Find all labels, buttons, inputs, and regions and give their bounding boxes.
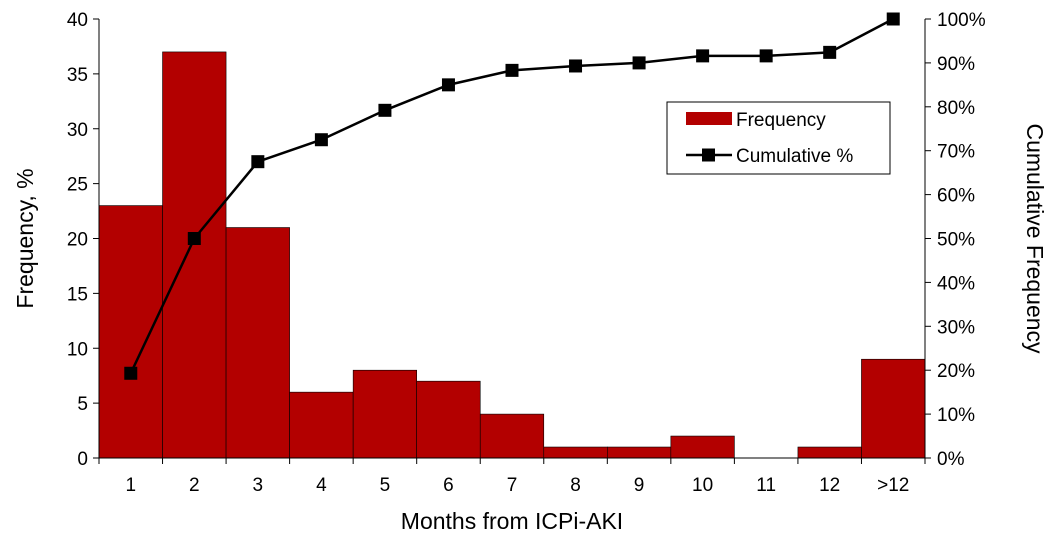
x-axis-title: Months from ICPi-AKI [401,508,623,534]
y2-tick-label-3: 30% [937,317,975,338]
cumulative-point-3 [251,155,265,169]
y-tick-label-2: 10 [67,339,88,360]
bar-6 [416,380,481,459]
y2-tick-label-10: 100% [937,10,986,31]
y2-tick-label-6: 60% [937,186,975,207]
y2-axis-title: Cumulative Frequency [1022,123,1048,354]
y2-tick-label-1: 10% [937,405,975,426]
y2-tick-label-7: 70% [937,142,975,163]
cumulative-point-11 [759,49,773,63]
y-tick-label-8: 40 [67,10,88,31]
y-axis-title: Frequency, % [12,168,38,308]
x-tick-label-2: 2 [189,475,200,496]
legend-swatch-frequency [686,112,732,125]
x-tick-label-13: >12 [877,475,909,496]
y-tick-label-0: 0 [77,449,88,470]
bar-4 [289,391,354,459]
x-tick-label-7: 7 [507,475,518,496]
y-tick-label-6: 30 [67,120,88,141]
bar-3 [225,227,290,459]
cumulative-point-10 [696,49,710,63]
legend-swatch-cumulative-marker [702,148,715,162]
cumulative-point-5 [378,103,392,117]
x-tick-label-3: 3 [253,475,264,496]
bar-1 [98,205,163,459]
x-tick-label-8: 8 [570,475,581,496]
bar-8 [543,446,608,459]
x-tick-label-11: 11 [756,475,776,496]
bars-layer [98,51,926,459]
cumulative-point-13 [886,12,900,26]
cumulative-point-9 [632,56,646,70]
cumulative-point-6 [441,78,455,92]
cumulative-point-7 [505,63,519,77]
y2-tick-label-4: 40% [937,273,975,294]
y2-tick-label-2: 20% [937,361,975,382]
ticks-layer: 05101520253035400%10%20%30%40%50%60%70%8… [67,10,986,496]
y-tick-label-5: 25 [67,175,88,196]
bar-2 [162,51,227,459]
y2-tick-label-0: 0% [937,449,965,470]
y2-tick-label-9: 90% [937,54,975,75]
x-tick-label-1: 1 [125,475,136,496]
x-tick-label-12: 12 [819,475,840,496]
x-tick-label-6: 6 [443,475,454,496]
bar-9 [607,446,672,459]
cumulative-point-2 [187,232,201,245]
x-tick-label-10: 10 [692,475,713,496]
bar-10 [670,435,735,459]
y-tick-label-1: 5 [77,394,88,415]
y-tick-label-4: 20 [67,230,88,251]
legend: Frequency Cumulative % [666,101,891,175]
cumulative-point-8 [569,59,583,73]
x-tick-label-9: 9 [634,475,645,496]
legend-label-cumulative: Cumulative % [736,146,853,167]
y2-tick-label-5: 50% [937,230,975,251]
x-tick-label-5: 5 [380,475,391,496]
bar-7 [479,413,545,459]
x-tick-label-4: 4 [316,475,327,496]
bar-13 [861,358,926,459]
y2-tick-label-8: 80% [937,98,975,119]
y-tick-label-3: 15 [67,284,88,305]
cumulative-point-1 [124,366,138,380]
bar-12 [797,446,862,459]
y-tick-label-7: 35 [67,65,88,86]
markers-layer [124,12,900,380]
cumulative-point-12 [823,45,837,59]
legend-label-frequency: Frequency [736,110,826,131]
bar-5 [352,369,417,459]
cumulative-point-4 [314,133,328,147]
